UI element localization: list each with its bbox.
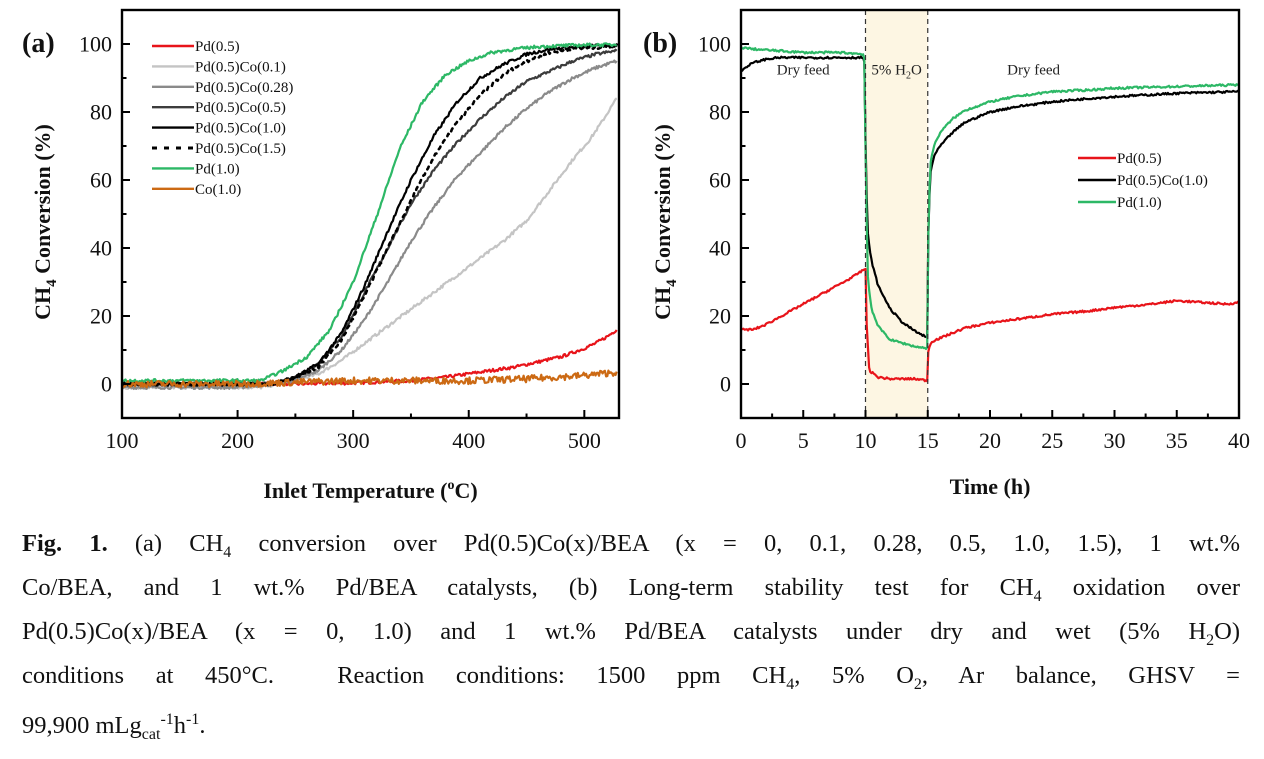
- humid-feed-shaded-region: [865, 10, 928, 418]
- caption-segment: oxidation over: [1041, 573, 1241, 601]
- caption-segment: conditions at 450°C. Reaction conditions…: [22, 661, 787, 689]
- caption-segment: h: [173, 711, 187, 739]
- legend-entry-label: Pd(0.5)Co(1.0): [195, 121, 286, 137]
- panel-a: 100 200 300 400 500 0 20 40 60 80 100 (a) CH4 Conver…: [22, 8, 621, 503]
- legend-entry-label: Pd(1.0): [1117, 195, 1162, 211]
- x-axis-title: Inlet Temperature (oC): [263, 478, 477, 503]
- y-tick-label: 40: [90, 236, 112, 261]
- y-axis-title: CH4 Conversion (%): [30, 124, 60, 320]
- annotation-label: Dry feed: [1007, 63, 1060, 79]
- legend-entry-label: Pd(1.0): [195, 161, 240, 177]
- y-tick-label: 0: [101, 372, 112, 397]
- caption-segment: cat: [141, 725, 161, 743]
- y-tick-label: 60: [90, 168, 112, 193]
- caption-segment: -1: [160, 710, 174, 728]
- y-tick-label: 100: [79, 32, 112, 57]
- caption-segment: 2: [913, 675, 922, 693]
- caption-line: Co/BEA, and 1 wt.% Pd/BEA catalysts, (b)…: [22, 570, 1240, 614]
- caption-segment: Fig. 1.: [22, 530, 108, 557]
- series-line-co-1-0: [122, 369, 618, 389]
- x-tick-label: 25: [1041, 428, 1063, 453]
- caption-segment: -1: [186, 710, 200, 728]
- caption-segment: .: [199, 711, 206, 739]
- x-tick-label: 100: [106, 428, 139, 453]
- y-tick-label: 40: [709, 236, 731, 261]
- series-line-pd-0-5: [741, 267, 1239, 383]
- x-tick-label: 200: [221, 428, 254, 453]
- panel-label: (b): [643, 28, 677, 59]
- y-tick-label: 80: [90, 100, 112, 125]
- x-tick-label: 10: [855, 428, 877, 453]
- x-tick-label: 15: [917, 428, 939, 453]
- series-line-pd-1-0: [122, 42, 618, 384]
- x-tick-label: 400: [452, 428, 485, 453]
- caption-segment: conversion over Pd(0.5)Co(x)/BEA (x = 0,…: [231, 530, 1240, 557]
- figure-caption: Fig. 1. (a) CH4 conversion over Pd(0.5)C…: [22, 526, 1240, 752]
- legend-entry-label: Pd(0.5)Co(0.28): [195, 80, 293, 96]
- y-tick-label: 60: [709, 168, 731, 193]
- series-line-pd-1-0: [741, 46, 1239, 351]
- panel-label: (a): [22, 28, 55, 59]
- y-axis-title: CH4 Conversion (%): [650, 124, 680, 320]
- series-line-pd-0-5-co-0-28: [122, 59, 618, 390]
- x-axis-title: Time (h): [950, 474, 1031, 499]
- x-tick-label: 20: [979, 428, 1001, 453]
- legend-entry-label: Pd(0.5): [195, 39, 240, 55]
- y-tick-label: 100: [698, 32, 731, 57]
- legend-entry-label: Co(1.0): [195, 182, 241, 198]
- series-line-pd-0-5-co-1-0: [741, 55, 1239, 339]
- caption-segment: 4: [223, 543, 232, 561]
- x-tick-label: 500: [568, 428, 601, 453]
- y-tick-label: 20: [709, 304, 731, 329]
- y-tick-label: 80: [709, 100, 731, 125]
- y-tick-label: 20: [90, 304, 112, 329]
- caption-line: Pd(0.5)Co(x)/BEA (x = 0, 1.0) and 1 wt.%…: [22, 614, 1240, 658]
- x-tick-label: 300: [337, 428, 370, 453]
- annotation-label: Dry feed: [777, 63, 830, 79]
- caption-line: 99,900 mLgcat-1h-1.: [22, 702, 1240, 752]
- legend-entry-label: Pd(0.5)Co(0.1): [195, 59, 286, 75]
- x-tick-label: 35: [1166, 428, 1188, 453]
- x-tick-label: 40: [1228, 428, 1250, 453]
- caption-line: conditions at 450°C. Reaction conditions…: [22, 658, 1240, 702]
- x-tick-label: 0: [736, 428, 747, 453]
- caption-segment: 4: [1033, 587, 1042, 605]
- caption-segment: 2: [1206, 631, 1215, 649]
- legend: Pd(0.5) Pd(0.5)Co(0.1) Pd(0.5)Co(0.28) Pd(0…: [152, 39, 293, 198]
- panel-b: 0 5 10 15 20 25 30 35 40 0 20 40 60 80 100 (b) CH4 Conve…: [643, 8, 1250, 499]
- caption-segment: Co/BEA, and 1 wt.% Pd/BEA catalysts, (b)…: [22, 573, 1034, 601]
- x-tick-label: 5: [798, 428, 809, 453]
- annotation-label: 5% H2O: [871, 63, 922, 82]
- legend-entry-label: Pd(0.5): [1117, 151, 1162, 167]
- legend: Pd(0.5) Pd(0.5)Co(1.0) Pd(1.0): [1078, 151, 1208, 211]
- caption-line: Fig. 1. (a) CH4 conversion over Pd(0.5)C…: [22, 526, 1240, 570]
- legend-entry-label: Pd(0.5)Co(0.5): [195, 100, 286, 116]
- plot-area: [122, 42, 618, 390]
- caption-segment: 4: [786, 675, 795, 693]
- caption-segment: 99,900 mLg: [22, 711, 142, 739]
- plot-area: [741, 46, 1239, 383]
- legend-entry-label: Pd(0.5)Co(1.0): [1117, 173, 1208, 189]
- y-tick-label: 0: [720, 372, 731, 397]
- caption-segment: , 5% O: [794, 661, 914, 689]
- caption-segment: , Ar balance, GHSV =: [921, 661, 1240, 689]
- caption-segment: O): [1214, 617, 1240, 645]
- caption-segment: (a) CH: [107, 530, 224, 557]
- caption-segment: Pd(0.5)Co(x)/BEA (x = 0, 1.0) and 1 wt.%…: [22, 617, 1207, 645]
- x-tick-label: 30: [1104, 428, 1126, 453]
- legend-entry-label: Pd(0.5)Co(1.5): [195, 141, 286, 157]
